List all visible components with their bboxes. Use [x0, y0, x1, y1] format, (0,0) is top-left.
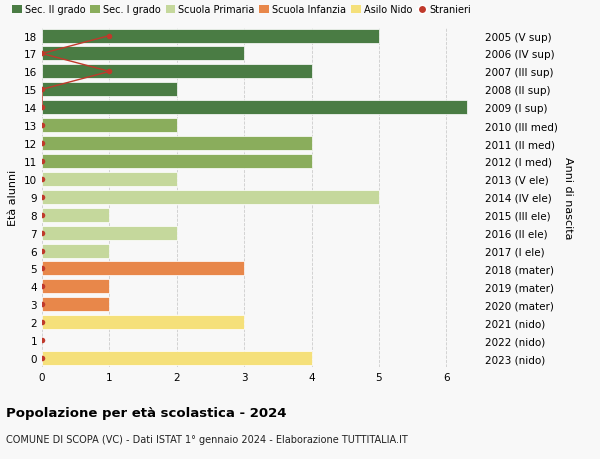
Bar — [42, 155, 311, 168]
Bar — [42, 83, 177, 97]
Y-axis label: Anni di nascita: Anni di nascita — [563, 156, 573, 239]
Bar — [42, 262, 244, 276]
Bar — [42, 29, 379, 44]
Bar — [42, 47, 244, 62]
Bar — [42, 244, 109, 258]
Bar — [42, 137, 311, 151]
Bar — [42, 297, 109, 312]
Bar — [42, 208, 109, 222]
Y-axis label: Età alunni: Età alunni — [8, 169, 19, 225]
Bar — [42, 101, 467, 115]
Bar — [42, 190, 379, 204]
Text: COMUNE DI SCOPA (VC) - Dati ISTAT 1° gennaio 2024 - Elaborazione TUTTITALIA.IT: COMUNE DI SCOPA (VC) - Dati ISTAT 1° gen… — [6, 434, 408, 444]
Bar — [42, 173, 177, 186]
Bar — [42, 65, 311, 79]
Bar — [42, 119, 177, 133]
Bar — [42, 315, 244, 330]
Text: Popolazione per età scolastica - 2024: Popolazione per età scolastica - 2024 — [6, 406, 287, 419]
Legend: Sec. II grado, Sec. I grado, Scuola Primaria, Scuola Infanzia, Asilo Nido, Stran: Sec. II grado, Sec. I grado, Scuola Prim… — [8, 1, 475, 19]
Bar — [42, 226, 177, 240]
Bar — [42, 351, 311, 365]
Bar — [42, 280, 109, 294]
